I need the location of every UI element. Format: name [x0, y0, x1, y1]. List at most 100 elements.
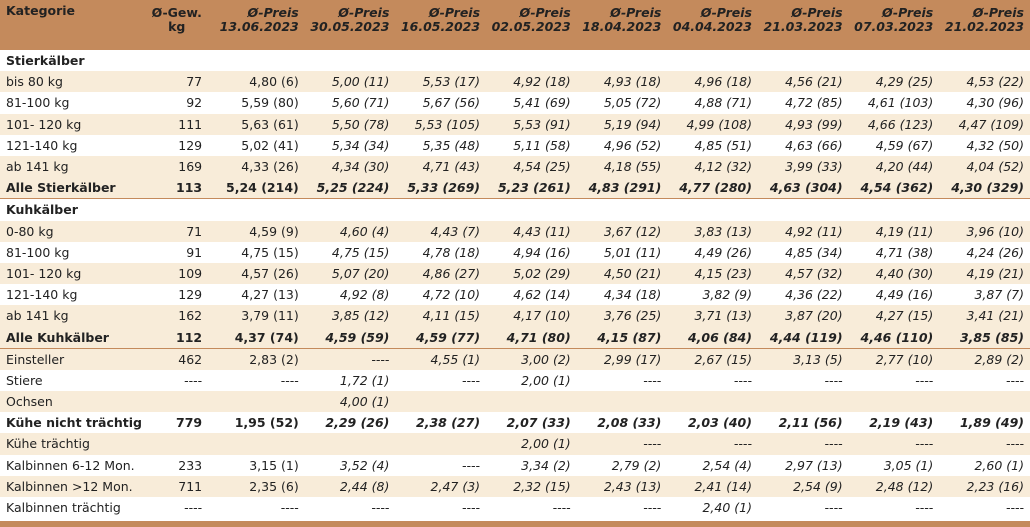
price-cell: 5,59 (80)	[214, 92, 305, 114]
row-label: 101- 120 kg	[0, 262, 140, 285]
price-cell: 4,43 (11)	[486, 220, 577, 242]
price-cell: 1,89 (49)	[939, 412, 1030, 434]
row-gewicht	[139, 433, 215, 455]
row-label: Ochsen	[0, 391, 140, 413]
price-cell: 3,85 (12)	[304, 305, 396, 327]
header-preis-label: Ø-Preis	[519, 5, 571, 20]
price-cell: 4,63 (304)	[757, 177, 849, 200]
price-cell: 4,78 (18)	[395, 241, 487, 263]
header-date: 16.05.2023	[400, 19, 481, 34]
header-preis-date: Ø-Preis 21.02.2023	[939, 0, 1030, 50]
price-cell	[848, 391, 940, 413]
price-cell: 4,85 (34)	[757, 241, 849, 263]
table-row: 121-140 kg 129 4,27 (13) 4,92 (8) 4,72 (10) 4…	[0, 284, 1030, 306]
row-gewicht	[139, 391, 215, 413]
price-cell: ----	[304, 496, 396, 519]
row-label: Einsteller	[0, 348, 140, 370]
price-cell: 3,99 (33)	[757, 155, 849, 178]
table-row: Kalbinnen trächtig ---- ---- ---- ---- ---- --…	[0, 496, 1030, 519]
price-cell: 5,53 (105)	[395, 113, 487, 135]
price-cell: 4,15 (87)	[576, 326, 668, 349]
price-cell: 4,71 (43)	[395, 155, 487, 178]
price-cell: 5,67 (56)	[395, 92, 487, 114]
price-cell: 2,48 (12)	[848, 475, 940, 497]
row-label: Kühe nicht trächtig	[0, 412, 142, 434]
price-cell: 3,41 (21)	[939, 305, 1030, 327]
header-gewicht-line2: kg	[168, 19, 186, 34]
row-label: Stiere	[0, 369, 140, 391]
header-preis-label: Ø-Preis	[972, 5, 1024, 20]
header-row: Kategorie Ø-Gew. kg Ø-Preis 13.06.2023 Ø-…	[0, 0, 1030, 50]
price-cell: 4,18 (55)	[576, 155, 668, 178]
header-preis-label: Ø-Preis	[610, 5, 662, 20]
price-cell: 2,00 (1)	[486, 369, 577, 391]
price-cell: 5,35 (48)	[395, 134, 487, 156]
price-cell: 3,00 (2)	[486, 348, 577, 370]
row-label: Kalbinnen trächtig	[0, 496, 140, 519]
price-cell: 4,60 (4)	[304, 220, 396, 242]
price-cell: 4,96 (18)	[667, 71, 758, 93]
header-kategorie: Kategorie	[0, 0, 140, 50]
price-cell: 1,72 (1)	[304, 369, 396, 391]
header-date: 21.03.2023	[763, 19, 843, 34]
footer-band	[0, 521, 1030, 527]
header-preis-label: Ø-Preis	[882, 5, 934, 20]
price-cell: 3,82 (9)	[667, 284, 758, 306]
price-cell: 4,59 (9)	[214, 220, 305, 242]
row-gewicht: 92	[139, 92, 215, 114]
price-cell: 4,43 (7)	[395, 220, 487, 242]
price-cell: 4,19 (11)	[848, 220, 940, 242]
header-preis-label: Ø-Preis	[428, 5, 481, 20]
price-cell: 4,47 (109)	[939, 113, 1030, 135]
table-row: Ochsen 4,00 (1)	[0, 391, 1030, 413]
price-cell: ----	[576, 369, 668, 391]
table-row: Kühe trächtig 2,00 (1) ---- ---- ---- ---- ---…	[0, 433, 1030, 455]
price-cell: 4,57 (32)	[757, 262, 849, 285]
row-gewicht: 77	[139, 71, 215, 93]
price-cell: 2,19 (43)	[848, 412, 940, 434]
price-cell: 5,53 (17)	[395, 71, 487, 93]
row-label: 81-100 kg	[0, 241, 140, 263]
price-cell: 4,56 (21)	[757, 71, 849, 93]
price-cell: 2,97 (13)	[757, 454, 849, 476]
price-cell: 4,92 (18)	[486, 71, 577, 93]
header-gewicht: Ø-Gew. kg	[139, 0, 215, 50]
price-cell: 5,33 (269)	[395, 177, 487, 200]
row-gewicht: 129	[139, 134, 215, 156]
price-cell: 2,08 (33)	[576, 412, 668, 434]
price-cell: 3,87 (20)	[757, 305, 849, 327]
row-gewicht: 233	[139, 454, 215, 476]
price-cell: ----	[848, 369, 940, 391]
price-cell: 4,77 (280)	[667, 177, 758, 200]
price-cell: 2,07 (33)	[486, 412, 577, 434]
price-cell: 2,32 (15)	[486, 475, 577, 497]
price-cell: 2,35 (6)	[214, 475, 305, 497]
row-label: 101- 120 kg	[0, 113, 140, 135]
price-cell: 4,86 (27)	[395, 262, 487, 285]
price-cell: 4,11 (15)	[395, 305, 487, 327]
header-preis-date: Ø-Preis 18.04.2023	[576, 0, 668, 50]
price-cell: 4,72 (10)	[395, 284, 487, 306]
price-cell: 4,17 (10)	[486, 305, 577, 327]
price-cell: 4,30 (96)	[939, 92, 1030, 114]
table-row: Einsteller 462 2,83 (2) ---- 4,55 (1) 3,00 (2…	[0, 348, 1030, 370]
table-row: Kalbinnen >12 Mon. 711 2,35 (6) 2,44 (8) 2,4…	[0, 475, 1030, 497]
row-gewicht: 169	[139, 155, 215, 178]
price-cell	[304, 433, 396, 455]
price-cell: 4,83 (291)	[576, 177, 668, 200]
header-date: 02.05.2023	[491, 19, 571, 34]
price-cell: 3,85 (85)	[939, 326, 1030, 349]
price-cell: 3,71 (13)	[667, 305, 758, 327]
price-cell: 4,32 (50)	[939, 134, 1030, 156]
row-label: Kühe trächtig	[0, 433, 140, 455]
total-row: Alle Kuhkälber 112 4,37 (74) 4,59 (59) 4,59 …	[0, 326, 1030, 349]
price-cell: 3,96 (10)	[939, 220, 1030, 242]
table-row: ab 141 kg 169 4,33 (26) 4,34 (30) 4,71 (43) 4…	[0, 155, 1030, 178]
price-cell: 4,36 (22)	[757, 284, 849, 306]
price-cell: 4,12 (32)	[667, 155, 758, 178]
price-cell: 4,30 (329)	[939, 177, 1030, 200]
price-cell: 2,11 (56)	[757, 412, 849, 434]
price-cell: 4,80 (6)	[214, 71, 305, 93]
header-gewicht-line1: Ø-Gew.	[151, 5, 202, 20]
price-cell: ----	[395, 496, 487, 519]
